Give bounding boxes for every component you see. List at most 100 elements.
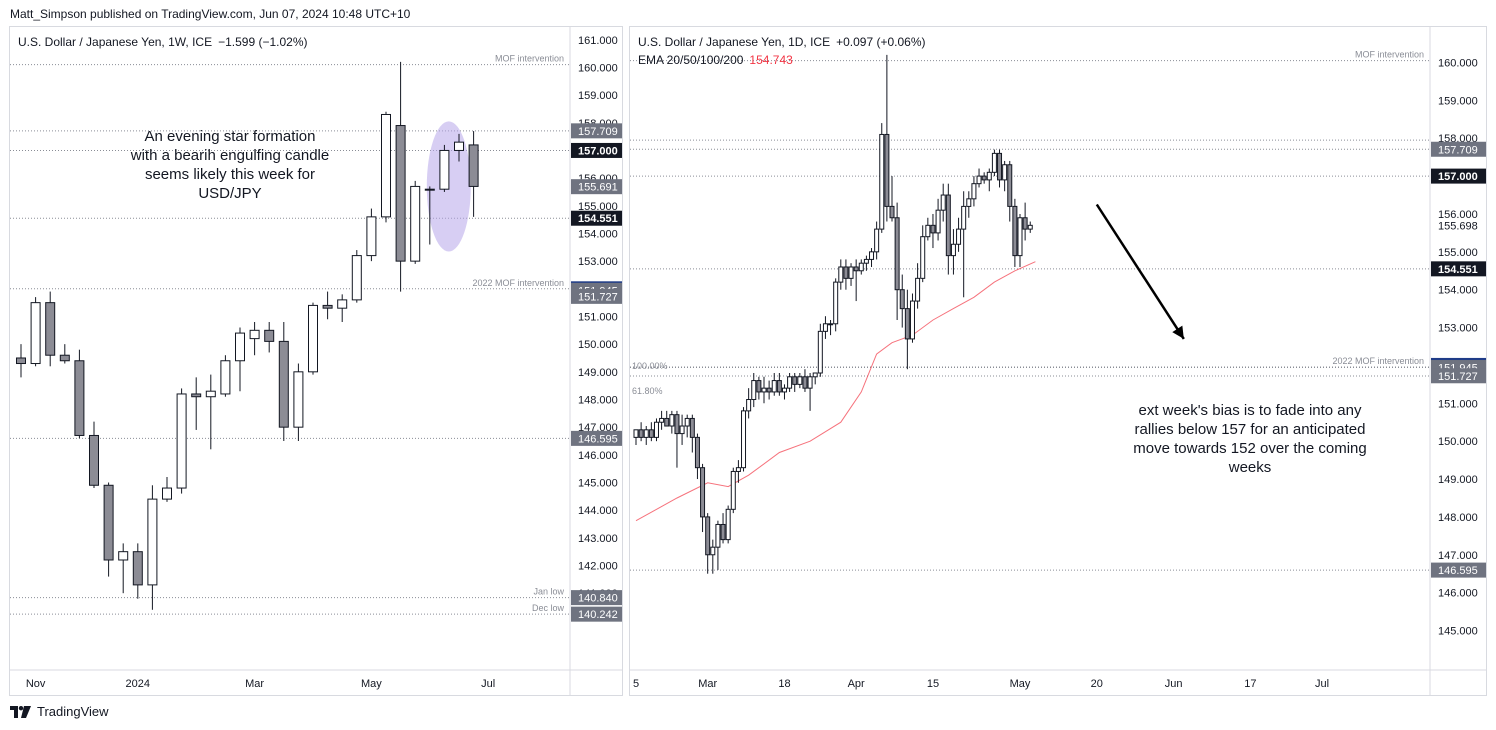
daily-candle-body xyxy=(935,209,941,234)
daily-candle-body xyxy=(802,376,808,389)
weekly-y-tick-label: 142.000 xyxy=(578,561,618,573)
weekly-y-tick-label: 154.000 xyxy=(578,228,618,240)
daily-candle-body xyxy=(817,330,823,374)
weekly-y-tick-label: 149.000 xyxy=(578,367,618,379)
daily-arrow-shaft xyxy=(1095,203,1185,340)
weekly-x-tick-label: Nov xyxy=(26,678,46,690)
weekly-level-label: 2022 MOF intervention xyxy=(472,278,564,288)
weekly-candle-body xyxy=(322,304,333,309)
daily-candle-body xyxy=(889,205,895,219)
weekly-candle-body xyxy=(235,332,245,362)
daily-candle-body xyxy=(756,380,762,393)
daily-candle-body xyxy=(787,376,793,389)
daily-candle-body xyxy=(746,399,752,412)
daily-price-label-bg xyxy=(1431,141,1486,157)
daily-x-tick-label: May xyxy=(1010,678,1031,690)
weekly-y-tick-label: 153.000 xyxy=(578,256,618,268)
daily-fib-label: 100.00% xyxy=(632,361,668,371)
weekly-candle-body xyxy=(337,299,348,309)
daily-candle-body xyxy=(1027,224,1033,230)
weekly-candle-body xyxy=(16,357,26,365)
weekly-candle-body xyxy=(45,302,56,356)
footer: TradingView xyxy=(10,704,109,719)
daily-candle-body xyxy=(659,417,665,423)
daily-y-tick-label: 148.000 xyxy=(1438,512,1478,524)
daily-candle-body xyxy=(643,429,649,438)
daily-candle-body xyxy=(945,194,951,257)
daily-candle-body xyxy=(664,417,670,427)
daily-candle-body xyxy=(940,194,946,211)
daily-level-label: 2022 MOF intervention xyxy=(1332,356,1424,366)
daily-y-tick-label: 154.000 xyxy=(1438,285,1478,297)
daily-candle-body xyxy=(884,133,890,207)
weekly-y-tick-label: 151.000 xyxy=(578,311,618,323)
weekly-candle-body xyxy=(162,487,172,500)
daily-candle-body xyxy=(781,387,787,393)
weekly-price-label: 140.242 xyxy=(578,609,618,621)
weekly-symbol-title: U.S. Dollar / Japanese Yen, 1W, ICE xyxy=(18,35,213,49)
weekly-y-tick-label: 143.000 xyxy=(578,533,618,545)
weekly-candle-body xyxy=(351,255,362,301)
weekly-price-label-bg xyxy=(571,430,622,446)
daily-candle-body xyxy=(720,523,726,541)
weekly-price-label: 146.595 xyxy=(578,433,618,445)
weekly-price-label-bg xyxy=(571,606,622,622)
daily-y-tick-label: 145.000 xyxy=(1438,625,1478,637)
daily-candle-body xyxy=(792,376,798,385)
weekly-price-label: 157.000 xyxy=(578,145,618,157)
daily-candle-body xyxy=(879,133,885,230)
weekly-price-label: 140.840 xyxy=(578,593,618,605)
weekly-candle-body xyxy=(147,498,158,586)
daily-x-tick-label: 18 xyxy=(778,678,790,690)
weekly-chart-panel[interactable]: 161.000160.000159.000158.000157.000156.0… xyxy=(9,26,623,696)
daily-ema-line xyxy=(635,261,1036,522)
daily-price-label-bg xyxy=(1431,368,1486,384)
daily-candle-body xyxy=(741,410,747,469)
daily-candle-body xyxy=(648,429,654,438)
daily-candle-body xyxy=(991,152,997,173)
weekly-candle-body xyxy=(308,304,318,373)
daily-y-tick-label: 150.000 xyxy=(1438,436,1478,448)
daily-price-label-bg xyxy=(1431,261,1486,277)
daily-candle-body xyxy=(997,152,1003,181)
weekly-y-tick-label: 146.000 xyxy=(578,450,618,462)
publisher-header: Matt_Simpson published on TradingView.co… xyxy=(10,7,411,21)
weekly-price-label-bg xyxy=(571,179,622,195)
weekly-level-label: Jan low xyxy=(533,587,564,597)
weekly-candle-body xyxy=(220,360,231,395)
daily-y-tick-label: 156.000 xyxy=(1438,209,1478,221)
weekly-chart[interactable]: 161.000160.000159.000158.000157.000156.0… xyxy=(10,27,623,696)
daily-candle-body xyxy=(843,266,849,279)
daily-candle-body xyxy=(776,380,782,393)
daily-candle-body xyxy=(838,266,844,283)
daily-candle-body xyxy=(899,289,905,310)
weekly-y-tick-label: 144.000 xyxy=(578,505,618,517)
tradingview-logo-icon xyxy=(10,705,31,718)
daily-y-tick-label: 147.000 xyxy=(1438,550,1478,562)
weekly-legend: U.S. Dollar / Japanese Yen, 1W, ICE −1.59… xyxy=(18,35,308,49)
daily-candle-body xyxy=(828,323,834,326)
weekly-candle-body xyxy=(395,125,406,262)
daily-candle-body xyxy=(669,414,675,427)
daily-candle-body xyxy=(735,467,741,472)
weekly-change: −1.599 (−1.02%) xyxy=(218,35,308,49)
daily-chart[interactable]: 160.000159.000158.000157.000156.000155.0… xyxy=(630,27,1487,696)
daily-candle-body xyxy=(858,262,864,272)
weekly-price-label: 154.551 xyxy=(578,213,618,225)
daily-x-tick-label: Mar xyxy=(698,678,717,690)
daily-candle-body xyxy=(920,236,926,279)
weekly-y-tick-label: 160.000 xyxy=(578,62,618,74)
daily-y-tick-label: 149.000 xyxy=(1438,474,1478,486)
daily-candle-body xyxy=(1007,164,1013,207)
weekly-x-tick-label: Jul xyxy=(481,678,495,690)
daily-chart-panel[interactable]: 160.000159.000158.000157.000156.000155.0… xyxy=(629,26,1487,696)
weekly-price-label: 155.691 xyxy=(578,182,618,194)
daily-candle-body xyxy=(950,243,956,257)
daily-y-tick-label: 160.000 xyxy=(1438,58,1478,70)
daily-y-tick-label: 153.000 xyxy=(1438,323,1478,335)
daily-price-label: 154.551 xyxy=(1438,264,1478,276)
daily-x-tick-label: Jun xyxy=(1165,678,1183,690)
daily-candle-body xyxy=(904,308,910,340)
daily-candle-body xyxy=(694,436,700,469)
weekly-price-label: 151.727 xyxy=(578,291,618,303)
